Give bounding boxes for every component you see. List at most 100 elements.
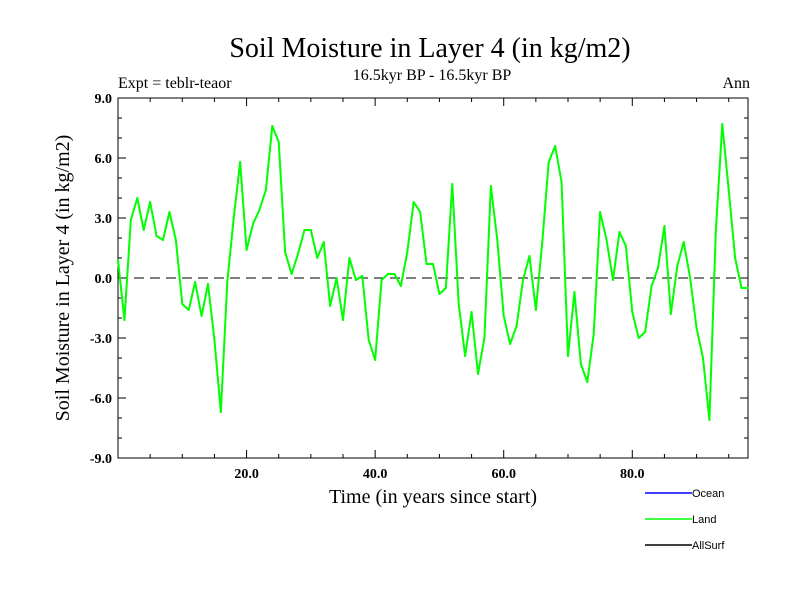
data-point — [444, 287, 447, 289]
data-point — [702, 357, 704, 359]
x-tick-label: 20.0 — [234, 467, 259, 482]
data-point — [727, 189, 730, 191]
data-point — [663, 225, 666, 227]
data-point — [502, 315, 505, 317]
data-point — [219, 411, 222, 413]
data-point — [245, 249, 248, 251]
data-point — [612, 279, 614, 281]
data-point — [252, 223, 254, 225]
y-tick-label: -6.0 — [90, 392, 112, 407]
data-point — [554, 145, 557, 147]
data-point — [432, 263, 434, 265]
data-point — [239, 161, 242, 163]
data-point — [631, 311, 634, 313]
legend-label: AllSurf — [692, 540, 725, 552]
data-point — [297, 253, 299, 255]
data-point — [168, 211, 171, 213]
data-point — [181, 303, 184, 305]
data-point — [599, 211, 602, 213]
data-point — [174, 239, 177, 241]
data-point — [367, 339, 370, 341]
y-tick-label: 9.0 — [95, 92, 113, 107]
data-point — [547, 161, 550, 163]
data-point — [309, 229, 312, 231]
data-point — [348, 257, 351, 259]
data-point — [637, 337, 640, 339]
data-point — [689, 277, 692, 279]
y-tick-label: 0.0 — [95, 272, 113, 287]
data-point — [425, 263, 428, 265]
data-point — [335, 277, 338, 279]
data-point — [747, 287, 749, 289]
x-tick-label: 60.0 — [491, 467, 516, 482]
data-point — [721, 123, 724, 125]
data-point — [438, 293, 441, 295]
x-tick-label: 80.0 — [620, 467, 645, 482]
data-point — [714, 229, 717, 231]
data-point — [515, 325, 518, 327]
legend-label: Land — [692, 514, 716, 526]
data-point — [264, 189, 267, 191]
data-point — [399, 285, 402, 287]
data-point — [522, 279, 524, 281]
data-point — [142, 229, 145, 231]
y-tick-label: 6.0 — [95, 152, 113, 167]
data-point — [374, 359, 377, 361]
data-point — [489, 185, 492, 187]
y-tick-label: -3.0 — [90, 332, 112, 347]
data-point — [329, 305, 332, 307]
data-point — [155, 235, 158, 237]
data-point — [354, 279, 357, 281]
data-point — [419, 211, 422, 213]
data-point — [605, 239, 608, 241]
data-point — [136, 197, 139, 199]
data-point — [162, 239, 164, 241]
data-point — [496, 239, 499, 241]
data-point — [567, 355, 569, 357]
data-point — [592, 333, 595, 335]
series-line-land — [117, 123, 748, 421]
data-point — [361, 275, 364, 277]
data-point — [650, 285, 653, 287]
data-point — [284, 251, 287, 253]
data-point — [509, 343, 512, 345]
data-point — [271, 125, 274, 127]
data-point — [534, 309, 537, 311]
y-tick-label: 3.0 — [95, 212, 113, 227]
data-point — [258, 209, 261, 211]
data-point — [232, 217, 235, 219]
data-point — [316, 257, 319, 259]
data-point — [451, 183, 454, 185]
data-point — [669, 313, 672, 315]
legend: Ocean Land AllSurf — [645, 488, 725, 552]
legend-label: Ocean — [692, 488, 724, 500]
data-point — [657, 267, 659, 269]
data-point — [708, 419, 711, 421]
data-point — [200, 315, 203, 317]
data-point — [740, 287, 743, 289]
data-point — [380, 279, 383, 281]
data-point — [322, 241, 325, 243]
data-point — [560, 181, 563, 183]
data-point — [406, 251, 409, 253]
data-point — [541, 241, 544, 243]
data-point — [483, 337, 486, 339]
data-point — [695, 327, 698, 329]
y-tick-label: -9.0 — [90, 452, 112, 467]
data-point — [477, 373, 479, 375]
data-point — [457, 303, 460, 305]
data-point — [277, 141, 280, 143]
data-point — [676, 265, 679, 267]
x-tick-label: 40.0 — [363, 467, 388, 482]
data-point — [618, 231, 621, 233]
data-point — [470, 311, 473, 313]
data-point — [464, 355, 467, 357]
data-point — [573, 291, 576, 293]
data-point — [342, 319, 344, 321]
data-point — [624, 245, 627, 247]
data-point — [187, 309, 190, 311]
data-point — [644, 331, 647, 333]
data-point — [387, 273, 389, 275]
data-point — [682, 241, 685, 243]
